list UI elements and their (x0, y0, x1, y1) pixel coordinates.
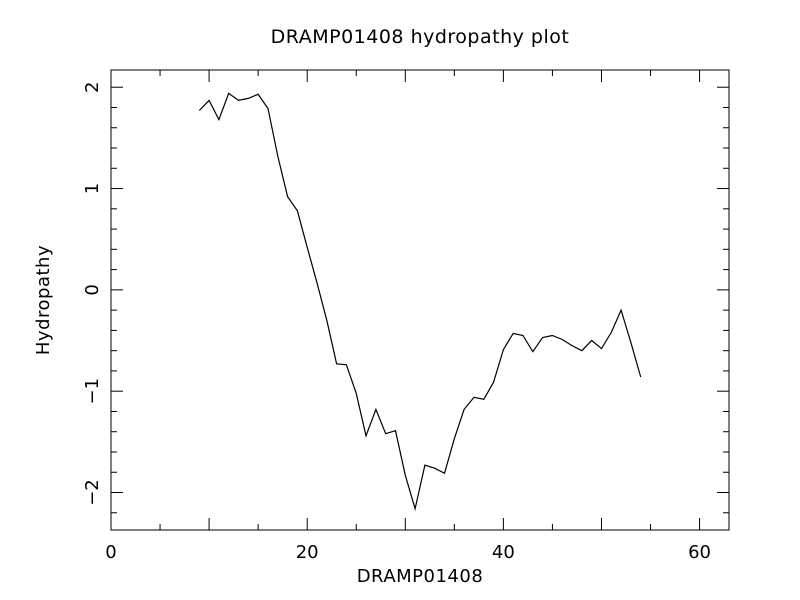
x-tick-label: 40 (492, 542, 515, 563)
axis-tick-labels: 0 20 40 60 2 1 0 −1 −2 (82, 81, 711, 563)
y-axis-label: Hydropathy (33, 245, 54, 355)
hydropathy-series-line (198, 92, 642, 512)
x-tick-label: 20 (296, 542, 319, 563)
chart-title: DRAMP01408 hydropathy plot (271, 26, 570, 48)
x-axis-label: DRAMP01408 (357, 566, 484, 587)
y-tick-label: 1 (82, 183, 103, 194)
y-tick-label: 0 (82, 284, 103, 295)
y-tick-label: −2 (82, 479, 103, 506)
x-tick-label: 0 (105, 542, 116, 563)
plot-frame (110, 69, 730, 531)
x-tick-label: 60 (688, 542, 711, 563)
y-tick-label: −1 (82, 378, 103, 405)
axis-ticks (110, 70, 729, 530)
y-tick-label: 2 (82, 81, 103, 92)
